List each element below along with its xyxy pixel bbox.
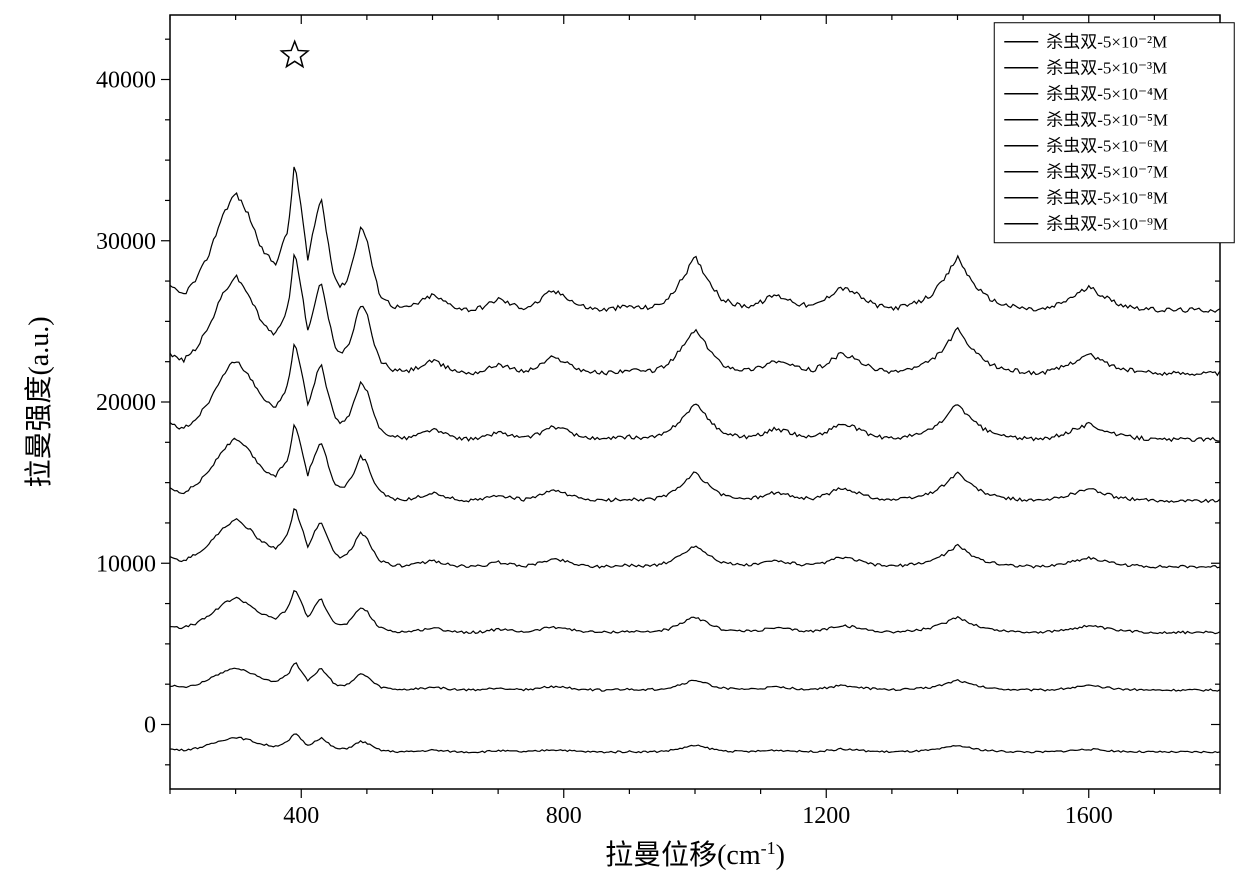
svg-text:杀虫双-5×10⁻⁷M: 杀虫双-5×10⁻⁷M — [1046, 163, 1168, 182]
svg-text:杀虫双-5×10⁻⁸M: 杀虫双-5×10⁻⁸M — [1046, 189, 1168, 208]
svg-text:1200: 1200 — [802, 803, 850, 829]
svg-text:30000: 30000 — [96, 229, 156, 255]
svg-text:杀虫双-5×10⁻³M: 杀虫双-5×10⁻³M — [1046, 59, 1167, 78]
svg-text:0: 0 — [144, 713, 156, 739]
svg-text:拉曼强度(a.u.): 拉曼强度(a.u.) — [23, 316, 55, 487]
raman-spectra-chart: 400 800 1200 1600 0 10000 20000 30000 40000 拉曼位移(… — [0, 0, 1240, 884]
svg-text:杀虫双-5×10⁻²M: 杀虫双-5×10⁻²M — [1046, 33, 1167, 52]
svg-text:20000: 20000 — [96, 390, 156, 416]
svg-text:400: 400 — [283, 803, 319, 829]
svg-text:40000: 40000 — [96, 68, 156, 94]
chart-svg: 400 800 1200 1600 0 10000 20000 30000 40000 拉曼位移(… — [0, 0, 1240, 884]
svg-text:杀虫双-5×10⁻⁵M: 杀虫双-5×10⁻⁵M — [1046, 111, 1168, 130]
svg-text:杀虫双-5×10⁻⁴M: 杀虫双-5×10⁻⁴M — [1046, 85, 1168, 104]
svg-text:杀虫双-5×10⁻⁹M: 杀虫双-5×10⁻⁹M — [1046, 215, 1168, 234]
svg-text:拉曼位移(cm-1): 拉曼位移(cm-1) — [605, 838, 785, 871]
legend: 杀虫双-5×10⁻²M 杀虫双-5×10⁻³M 杀虫双-5×10⁻⁴M 杀虫双-5×1… — [994, 23, 1234, 243]
svg-text:1600: 1600 — [1065, 803, 1113, 829]
svg-text:杀虫双-5×10⁻⁶M: 杀虫双-5×10⁻⁶M — [1046, 137, 1168, 156]
svg-text:800: 800 — [546, 803, 582, 829]
svg-text:10000: 10000 — [96, 551, 156, 577]
